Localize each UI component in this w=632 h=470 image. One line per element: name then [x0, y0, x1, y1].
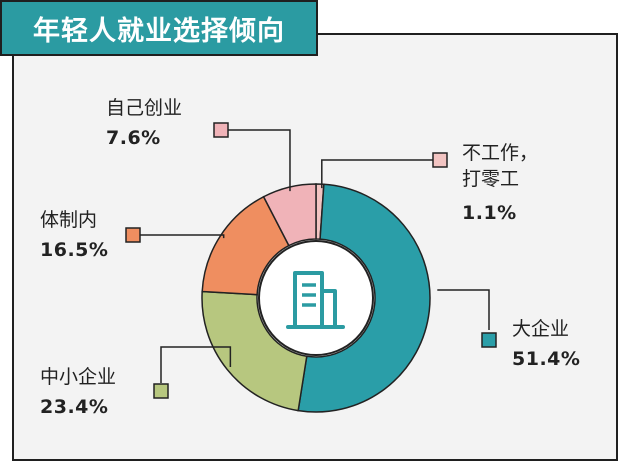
label-large-enterprise: 大企业 51.4%: [512, 316, 580, 372]
title-banner: 年轻人就业选择倾向: [0, 0, 318, 56]
label-public-sector: 体制内 16.5%: [40, 207, 108, 263]
category-label: 中小企业: [40, 366, 117, 388]
category-label: 不工作，: [462, 142, 539, 164]
leader-line-sme: [160, 346, 232, 383]
slice-startup: [262, 183, 317, 247]
leader-line-large-enterprise: [437, 289, 490, 330]
page-title: 年轻人就业选择倾向: [33, 15, 285, 47]
slice-sme: [201, 290, 308, 412]
slice-large-enterprise: [297, 183, 431, 413]
label-sme: 中小企业 23.4%: [40, 364, 116, 420]
value-label: 16.5%: [40, 239, 109, 261]
leader-line-public-sector: [133, 234, 225, 239]
label-part-time: 不工作， 打零工 1.1%: [462, 140, 538, 226]
value-label: 1.1%: [462, 202, 517, 224]
leader-line-part-time: [321, 159, 440, 189]
legend-marker-large-enterprise: [481, 332, 497, 348]
value-label: 7.6%: [106, 127, 161, 149]
category-label: 大企业: [512, 318, 570, 340]
building-icon: [258, 240, 374, 356]
label-startup: 自己创业 7.6%: [106, 95, 182, 151]
category-label: 打零工: [462, 168, 520, 190]
legend-marker-public-sector: [125, 227, 141, 243]
legend-marker-sme: [153, 383, 169, 399]
leader-line-startup: [221, 129, 291, 192]
legend-marker-part-time: [432, 152, 448, 168]
value-label: 51.4%: [512, 348, 581, 370]
value-label: 23.4%: [40, 396, 109, 418]
category-label: 自己创业: [106, 97, 183, 119]
category-label: 体制内: [40, 209, 98, 231]
legend-marker-startup: [213, 122, 229, 138]
